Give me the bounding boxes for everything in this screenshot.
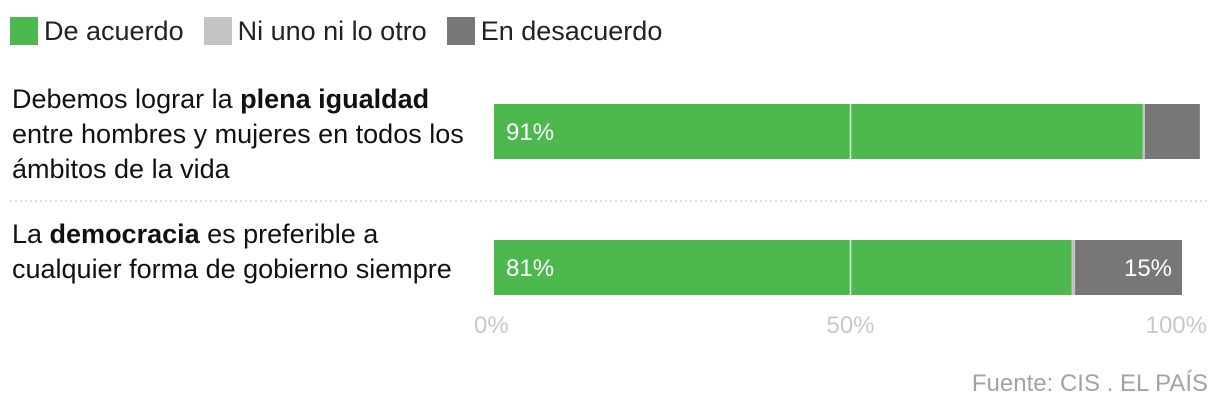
data-label-row1-1: 15% — [1124, 255, 1172, 282]
row-label-democracy-pre: La — [12, 219, 50, 249]
row-label-democracy: La democracia es preferible a cualquier … — [12, 217, 482, 287]
bar-row1-series2 — [1075, 240, 1183, 295]
row-label-equality-pre: Debemos lograr la — [12, 84, 241, 114]
x-tick-label-0: 0% — [474, 312, 509, 339]
x-tick-label-50: 50% — [826, 312, 874, 339]
bar-row1-series1 — [1071, 240, 1076, 295]
legend-item-disagree: En desacuerdo — [446, 15, 663, 47]
row-label-democracy-post: es preferible a cualquier forma de gobie… — [12, 219, 452, 284]
data-label-row0-0: 91% — [506, 119, 554, 146]
bar-row0-series2 — [1144, 104, 1200, 159]
legend: De acuerdo Ni uno ni lo otro En desacuer… — [10, 14, 662, 48]
legend-swatch-neutral — [203, 17, 232, 45]
bar-row1-series0 — [494, 240, 1072, 295]
source-note: Fuente: CIS . EL PAÍS — [971, 370, 1208, 397]
legend-item-neutral: Ni uno ni lo otro — [203, 15, 427, 47]
row-label-democracy-bold: democracia — [49, 219, 200, 249]
legend-label-neutral: Ni uno ni lo otro — [237, 15, 427, 46]
row-label-equality-post: entre hombres y mujeres en todos los ámb… — [12, 119, 464, 184]
row-label-equality: Debemos lograr la plena igualdad entre h… — [12, 82, 482, 187]
legend-swatch-agree — [10, 17, 38, 45]
row-label-equality-bold: plena igualdad — [240, 84, 430, 114]
legend-label-disagree: En desacuerdo — [480, 15, 663, 46]
legend-item-agree: De acuerdo — [10, 16, 184, 47]
bar-row0-series0 — [494, 104, 1143, 159]
x-tick-label-100: 100% — [1146, 312, 1207, 339]
legend-label-agree: De acuerdo — [44, 15, 184, 46]
bar-row0-series1 — [1142, 104, 1145, 159]
data-label-row1-0: 81% — [506, 255, 554, 282]
legend-swatch-disagree — [446, 17, 475, 45]
